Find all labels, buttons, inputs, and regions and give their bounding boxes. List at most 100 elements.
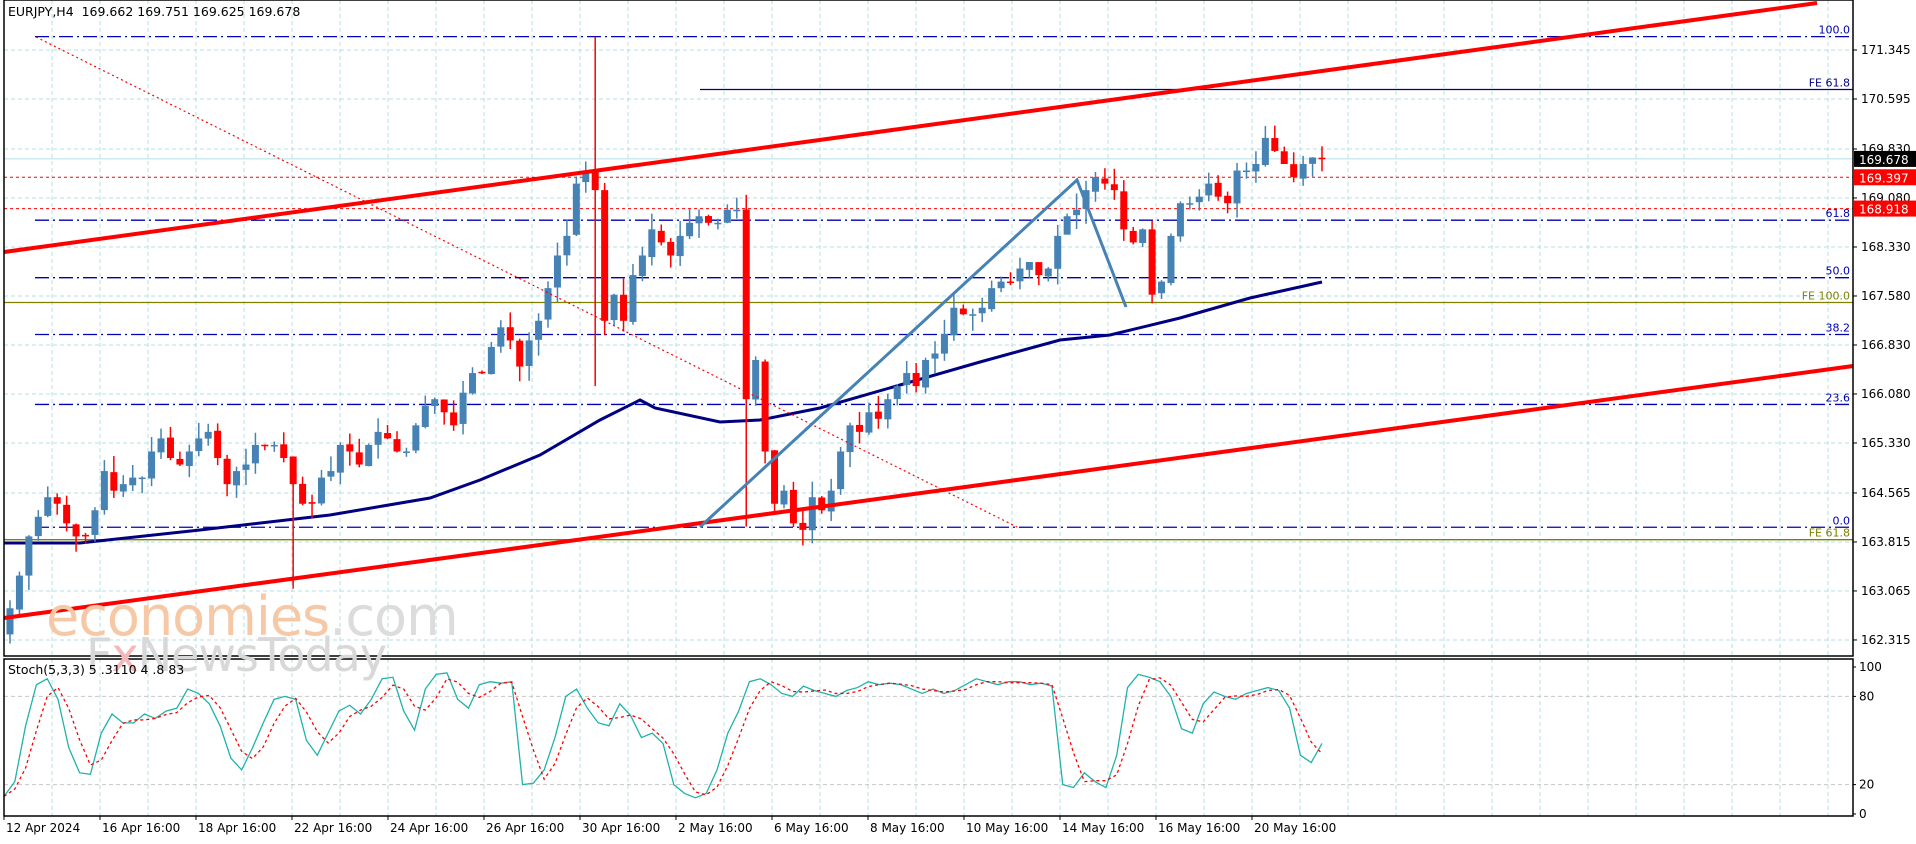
candle-bull [903,373,911,386]
time-axis-label: 26 Apr 16:00 [486,821,564,835]
trendline-drawings[interactable] [3,1,1854,620]
candle-bull [1195,196,1203,203]
candle-bull [487,346,495,375]
candle-bull [544,288,552,320]
candle-bull [1233,170,1241,204]
candle-bull [572,183,580,235]
candle-bear [280,444,288,459]
candle-bull [327,471,335,477]
price-axis-label: 167.580 [1861,289,1911,303]
main-grid [4,0,1853,656]
candle-bull [865,412,873,433]
stoch-axis-label: 20 [1859,778,1874,792]
current-price-tag: 169.678 [1859,153,1909,167]
candle-bear [657,230,665,243]
candle-bear [72,524,80,537]
candle-bull [978,307,986,314]
candle-bull [723,209,731,223]
candle-bear [1120,191,1128,230]
candle-bull [676,235,684,257]
candle-bear [591,170,599,191]
stochastic-lines [3,672,1323,799]
candle-bear [393,439,401,452]
candle-bull [242,464,250,470]
candle-bear [1035,262,1043,276]
candle-bear [1214,182,1222,197]
candle-bear [601,190,609,321]
candle-bull [1063,216,1071,235]
candle-bull [846,425,854,453]
lower-channel-trendline[interactable] [3,364,1854,620]
candle-bear [478,371,486,374]
candle-bear [620,294,628,321]
candle-bull [233,471,241,486]
candle-bull [421,405,429,427]
ema-line [4,280,1323,545]
time-axis-label: 10 May 16:00 [966,821,1048,835]
time-axis-label: 16 Apr 16:00 [102,821,180,835]
candle-bear [506,327,514,341]
stoch-signal-line [3,677,1323,797]
candle-bear [1129,230,1137,243]
level-price-tag: 169.397 [1859,171,1909,185]
time-axis-label: 8 May 16:00 [870,821,945,835]
candlesticks [6,36,1326,644]
fib-level-label: 0.0 [1833,514,1851,527]
candle-bull [638,255,646,277]
candle-bear [223,458,231,485]
candle-bull [610,294,618,321]
candle-bear [214,430,222,459]
candle-bear [761,361,769,452]
candle-bull [336,444,344,473]
candle-bear [516,340,524,367]
fe-level-label: FE 100.0 [1802,290,1850,303]
price-axis[interactable]: 171.345170.595169.830169.080168.330167.5… [1853,43,1916,647]
candle-bear [82,534,90,537]
candle-bear [789,489,797,524]
candle-bear [110,472,118,491]
candle-bear [1318,157,1326,160]
level-price-tag-bg [1854,169,1916,186]
candle-bull [138,477,146,480]
candle-bear [176,458,184,465]
dotted-diagonal-trendline[interactable] [35,36,1018,528]
candle-bull [1309,157,1317,164]
candle-bull [148,451,156,479]
candle-bear [1271,138,1279,151]
zigzag-wave-line[interactable] [698,177,1128,529]
candle-bear [440,399,448,413]
candle-bull [100,471,108,511]
candle-bull [44,497,52,516]
candle-bear [1101,178,1109,184]
time-axis-label: 6 May 16:00 [774,821,849,835]
candle-bear [299,483,307,504]
candle-bull [1299,164,1307,179]
candle-bull [469,373,477,394]
stoch-axis: 100 80 20 0 [1853,660,1882,821]
candle-bear [799,522,807,530]
candle-bear [1290,164,1298,178]
candle-bull [1176,203,1184,237]
time-axis-label: 22 Apr 16:00 [294,821,372,835]
candle-bull [157,438,165,453]
fib-level-label: 38.2 [1826,322,1851,335]
candle-bull [497,327,505,347]
candle-bear [308,502,316,504]
stoch-panel-frame [3,658,1854,817]
candle-bull [195,438,203,451]
candle-bull [695,216,703,224]
time-axis[interactable]: 12 Apr 2024 16 Apr 16:00 18 Apr 16:00 22 Ap… [3,816,1336,835]
ema-polyline [4,280,1323,545]
candle-bull [1044,268,1052,277]
candle-bull [1167,235,1175,283]
price-axis-label: 171.345 [1861,43,1911,57]
candle-bull [1186,203,1194,205]
fib-level-label: 100.0 [1819,24,1851,37]
candle-bull [1158,281,1166,294]
candle-bear [855,424,863,432]
candle-bull [884,399,892,420]
upper-channel-trendline[interactable] [3,1,1818,254]
price-axis-label: 163.065 [1861,584,1911,598]
